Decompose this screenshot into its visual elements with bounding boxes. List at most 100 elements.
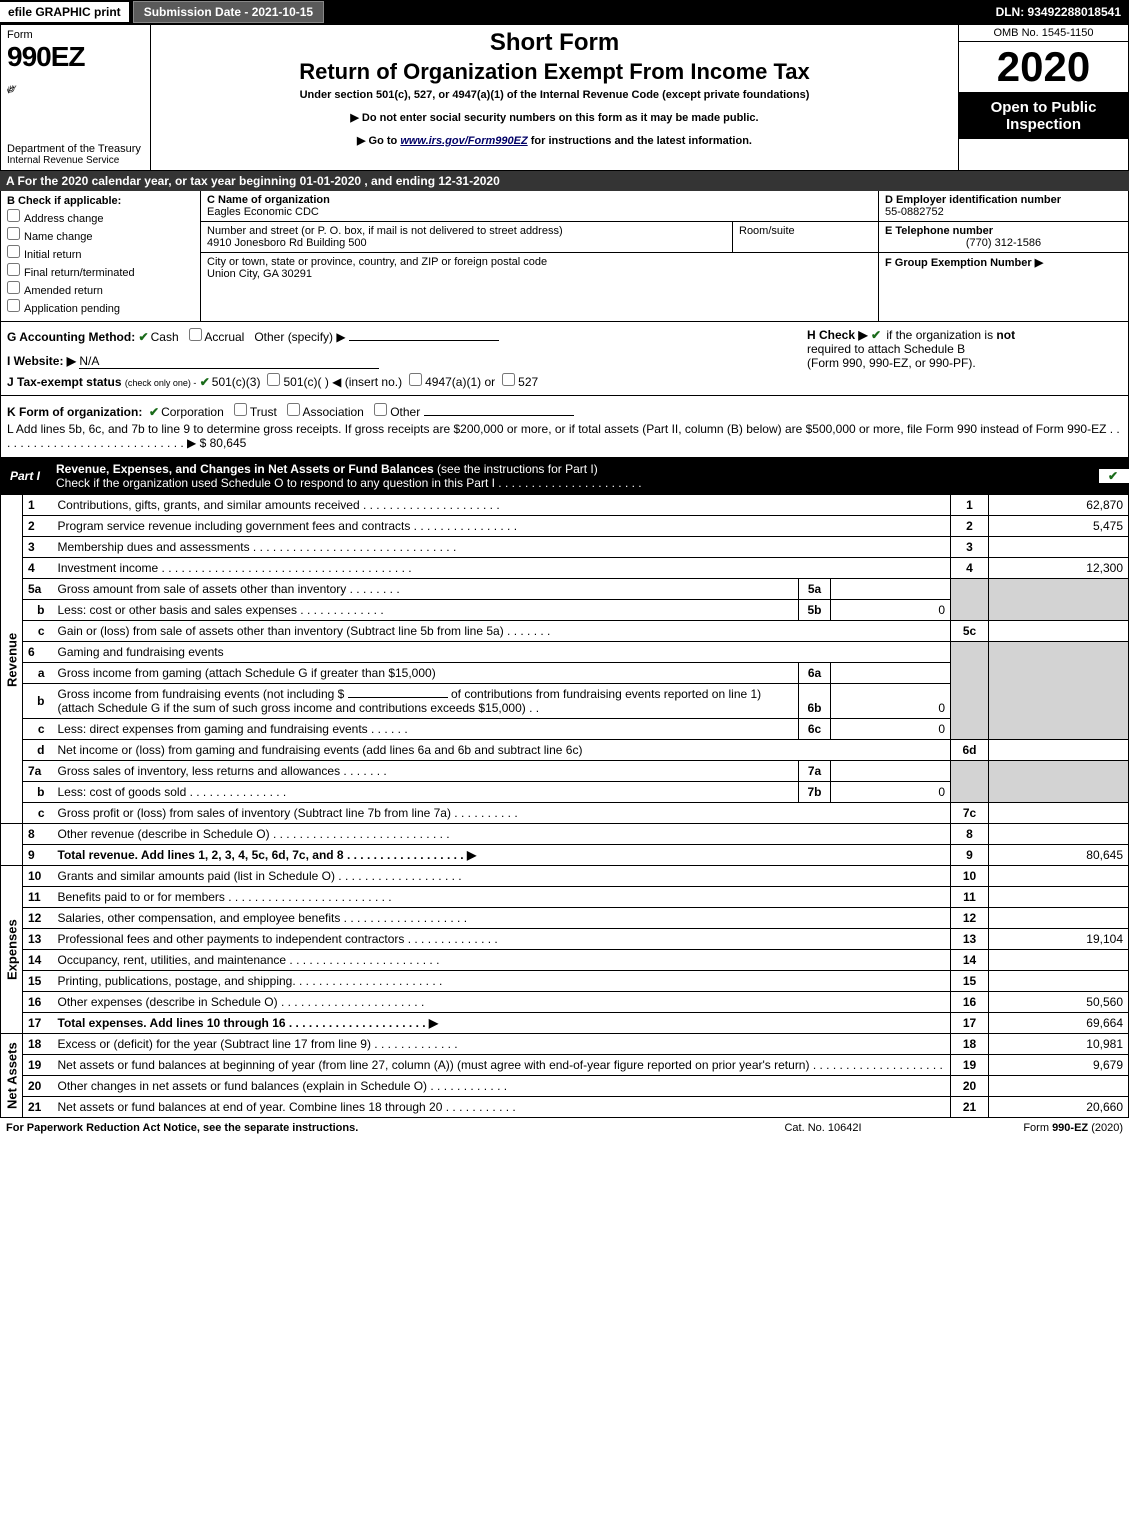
telephone: (770) 312-1586 (885, 237, 1122, 249)
cat-no: Cat. No. 10642I (723, 1122, 923, 1134)
line-num: 8 (23, 824, 53, 845)
table-row: 2 Program service revenue including gove… (1, 516, 1129, 537)
line-num: b (23, 782, 53, 803)
efile-label: efile GRAPHIC print (0, 2, 129, 22)
chk-initial-return[interactable] (7, 245, 20, 258)
h-text2: required to attach Schedule B (807, 342, 965, 356)
section-g-h-i-j: G Accounting Method: Cash Accrual Other … (0, 322, 1129, 396)
line-box: 18 (951, 1034, 989, 1055)
table-row: d Net income or (loss) from gaming and f… (1, 740, 1129, 761)
line-box: 10 (951, 866, 989, 887)
line-num: 10 (23, 866, 53, 887)
line-amount: 20,660 (989, 1097, 1129, 1118)
line-desc: Excess or (deficit) for the year (Subtra… (53, 1034, 951, 1055)
top-bar: efile GRAPHIC print Submission Date - 20… (0, 0, 1129, 24)
short-form-title: Short Form (157, 29, 952, 57)
chk-accrual[interactable] (189, 328, 202, 341)
line-amount: 9,679 (989, 1055, 1129, 1076)
line-desc: Less: cost or other basis and sales expe… (53, 600, 799, 621)
line-box: 20 (951, 1076, 989, 1097)
line-amount (989, 950, 1129, 971)
table-row: 11 Benefits paid to or for members . . .… (1, 887, 1129, 908)
table-row: 7a Gross sales of inventory, less return… (1, 761, 1129, 782)
calendar-year-row: A For the 2020 calendar year, or tax yea… (0, 171, 1129, 191)
arrow2-prefix: ▶ Go to (357, 135, 400, 147)
line-num: 20 (23, 1076, 53, 1097)
k-assoc: Association (302, 405, 363, 419)
line-num: b (23, 600, 53, 621)
org-address: 4910 Jonesboro Rd Building 500 (207, 237, 726, 249)
line-box: 17 (951, 1013, 989, 1034)
g-label: G Accounting Method: (7, 330, 135, 344)
line-box: 2 (951, 516, 989, 537)
org-name: Eagles Economic CDC (207, 206, 872, 218)
section-b: B Check if applicable: Address change Na… (1, 191, 201, 321)
k-trust: Trust (250, 405, 277, 419)
line-num: d (23, 740, 53, 761)
mid-box: 6c (799, 719, 831, 740)
line-num: 13 (23, 929, 53, 950)
j-501c3: 501(c)(3) (212, 375, 261, 389)
line-box: 5c (951, 621, 989, 642)
table-row: 20 Other changes in net assets or fund b… (1, 1076, 1129, 1097)
chk-other[interactable] (374, 403, 387, 416)
line-box: 12 (951, 908, 989, 929)
chk-final-return[interactable] (7, 263, 20, 276)
c-city-label: City or town, state or province, country… (207, 256, 872, 268)
l-line: L Add lines 5b, 6c, and 7b to line 9 to … (7, 422, 1122, 450)
chk-application-pending[interactable] (7, 299, 20, 312)
g-accrual: Accrual (204, 330, 244, 344)
section-k-l: K Form of organization: Corporation Trus… (0, 396, 1129, 458)
line-box: 7c (951, 803, 989, 824)
mid-amount (831, 579, 951, 600)
grey-cell (989, 642, 1129, 740)
table-row: 17 Total expenses. Add lines 10 through … (1, 1013, 1129, 1034)
chk-4947[interactable] (409, 373, 422, 386)
line-num: 21 (23, 1097, 53, 1118)
chk-cash-icon (139, 330, 151, 344)
part-1-check-icon (1108, 469, 1120, 483)
table-row: 9 Total revenue. Add lines 1, 2, 3, 4, 5… (1, 845, 1129, 866)
chk-trust[interactable] (234, 403, 247, 416)
chk-name-change[interactable] (7, 227, 20, 240)
line-desc: Investment income . . . . . . . . . . . … (53, 558, 951, 579)
line-desc: Less: direct expenses from gaming and fu… (53, 719, 799, 740)
line-box: 21 (951, 1097, 989, 1118)
table-row: 15 Printing, publications, postage, and … (1, 971, 1129, 992)
line-num: 6 (23, 642, 53, 663)
expenses-side-label: Expenses (1, 866, 23, 1034)
line-amount: 80,645 (989, 845, 1129, 866)
form-number: 990EZ (7, 41, 144, 73)
chk-amended-return[interactable] (7, 281, 20, 294)
table-row: Expenses 10 Grants and similar amounts p… (1, 866, 1129, 887)
form-ref: Form 990-EZ (2020) (923, 1122, 1123, 1134)
line-num: b (23, 684, 53, 719)
return-title: Return of Organization Exempt From Incom… (157, 59, 952, 85)
paperwork-notice: For Paperwork Reduction Act Notice, see … (6, 1122, 723, 1134)
chk-501c[interactable] (267, 373, 280, 386)
mid-box: 6a (799, 663, 831, 684)
line-desc: Salaries, other compensation, and employ… (53, 908, 951, 929)
g-other-line (349, 340, 499, 341)
chk-assoc[interactable] (287, 403, 300, 416)
k-other: Other (390, 405, 420, 419)
line-box: 4 (951, 558, 989, 579)
chk-address-change[interactable] (7, 209, 20, 222)
mid-amount: 0 (831, 782, 951, 803)
table-row: 4 Investment income . . . . . . . . . . … (1, 558, 1129, 579)
table-row: 14 Occupancy, rent, utilities, and maint… (1, 950, 1129, 971)
line-desc: Less: cost of goods sold . . . . . . . .… (53, 782, 799, 803)
line-desc: Benefits paid to or for members . . . . … (53, 887, 951, 908)
irs-link[interactable]: www.irs.gov/Form990EZ (400, 135, 527, 147)
opt-name-change: Name change (24, 231, 93, 243)
table-row: 6 Gaming and fundraising events (1, 642, 1129, 663)
mid-box: 7b (799, 782, 831, 803)
header-right: OMB No. 1545-1150 2020 Open to Public In… (958, 25, 1128, 170)
h-not: not (996, 328, 1015, 342)
line-num: 1 (23, 495, 53, 516)
line-desc: Total expenses. Add lines 10 through 16 … (53, 1013, 951, 1034)
line-box: 8 (951, 824, 989, 845)
line-box: 14 (951, 950, 989, 971)
chk-527[interactable] (502, 373, 515, 386)
line-amount: 10,981 (989, 1034, 1129, 1055)
